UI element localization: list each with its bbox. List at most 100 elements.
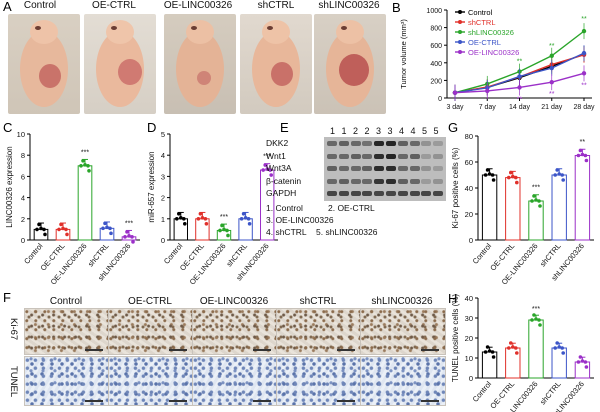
bar-dot	[560, 346, 564, 350]
bar-dot	[514, 175, 518, 180]
blot-band	[421, 153, 432, 159]
bar-dot	[65, 232, 69, 237]
blot-band	[433, 166, 444, 171]
tunel-stain-image	[192, 356, 278, 406]
bar-dot	[204, 222, 209, 226]
bar-y-axis-label: TUNEL positive cells (%)	[451, 294, 460, 383]
ki67-stain-image	[192, 308, 278, 355]
bar-dot	[515, 351, 519, 355]
blot-legend-item: 5. shLINC00326	[316, 227, 378, 237]
bar-dot	[530, 318, 534, 322]
b-data-point	[581, 50, 587, 56]
bar-dot	[483, 350, 488, 354]
bar-0	[173, 218, 188, 241]
bar-dot	[584, 365, 589, 369]
bar-dot	[39, 226, 43, 231]
b-y-axis-label: Tumor volume (mm³)	[399, 19, 408, 89]
bar-dot	[576, 153, 581, 158]
blot-band	[397, 191, 408, 196]
bar-significance: ***	[532, 185, 540, 192]
lane-number: 4	[410, 126, 416, 136]
bar-y-axis-label: Ki-67 positive cells (%)	[451, 147, 460, 228]
b-x-tick-label: 14 day	[509, 104, 531, 111]
bar-dot	[553, 173, 557, 177]
lane-number: 3	[376, 126, 382, 136]
blot-band	[421, 141, 432, 146]
bar-dot	[81, 159, 85, 163]
bar-dot	[87, 169, 91, 173]
bar-dot	[130, 235, 134, 239]
bar-dot	[101, 226, 105, 231]
b-legend-label: shCTRL	[468, 18, 496, 27]
bar-dot	[507, 346, 511, 350]
band-label: Wnt1	[266, 150, 286, 161]
blot-band	[374, 166, 385, 171]
mouse-photo-shlinc	[314, 14, 386, 114]
bar-dot	[515, 180, 519, 185]
bar-4	[574, 155, 591, 241]
tunel-stain-image	[24, 356, 110, 406]
bar-y-tick-label: 0	[161, 236, 165, 245]
mouse-caption-control: Control	[23, 0, 57, 11]
bar-dot	[553, 346, 557, 350]
tunel-stain-image	[108, 356, 194, 406]
mouse-caption-shctrl: shCTRL	[257, 0, 295, 11]
bar-dot	[177, 212, 181, 216]
blot-band	[338, 141, 349, 146]
ki67-stain-image	[24, 308, 110, 355]
scale-bar	[85, 349, 103, 351]
mouse-photo-oe-ctrl	[84, 14, 156, 114]
blot-band	[421, 166, 432, 171]
blot-band	[433, 178, 444, 184]
bar-dot	[239, 217, 244, 221]
blot-band	[409, 141, 420, 146]
blot-band	[374, 153, 385, 159]
blot-band	[327, 166, 337, 171]
scale-bar	[253, 400, 271, 402]
bar-dot	[86, 164, 90, 168]
bar-dot	[108, 226, 112, 231]
bar-dot	[241, 212, 246, 216]
bar-dot	[247, 222, 252, 226]
bar-significance: ***	[263, 154, 271, 161]
blot-band	[386, 191, 396, 196]
band-label: GAPDH	[266, 188, 297, 198]
bar-y-tick-label: 5	[161, 130, 165, 139]
mouse-photo-oe-linc	[164, 14, 236, 114]
bar-dot	[491, 355, 496, 359]
b-data-point	[549, 53, 554, 58]
bar-dot	[509, 341, 513, 345]
panel-letter-f: F	[3, 290, 11, 305]
b-legend-label: OE-CTRL	[468, 38, 501, 47]
b-significance: **	[517, 96, 523, 103]
bar-dot	[580, 359, 585, 363]
bar-y-tick-label: 1	[161, 215, 165, 224]
blot-band	[397, 178, 408, 184]
lane-number: 3	[387, 126, 393, 136]
bar-1	[195, 218, 210, 241]
bar-dot	[580, 152, 585, 157]
bar-y-tick-label: 60	[465, 158, 473, 167]
row-label-ki67: Ki-67	[8, 318, 19, 341]
bar-dot	[263, 163, 267, 167]
bar-dot	[538, 323, 542, 327]
blot-band	[374, 141, 385, 146]
bar-dot	[37, 222, 41, 227]
b-legend-marker	[458, 10, 462, 14]
blot-band	[350, 141, 361, 146]
lane-number: 4	[399, 126, 405, 136]
blot-band	[338, 191, 349, 196]
bar-3	[238, 218, 253, 241]
blot-band	[374, 178, 385, 184]
bar-dot	[530, 199, 534, 203]
bar-dot	[83, 163, 87, 167]
b-data-point	[485, 88, 490, 94]
blot-legend-item: 4. shCTRL	[266, 227, 307, 237]
panel-letter-h: H	[448, 291, 458, 306]
scale-bar	[169, 400, 187, 402]
ihc-column-caption: shLINC00326	[371, 296, 433, 307]
bar-2	[77, 165, 93, 241]
bar-dot	[123, 235, 127, 239]
bar-dot	[532, 313, 536, 317]
bar-3	[551, 174, 567, 241]
